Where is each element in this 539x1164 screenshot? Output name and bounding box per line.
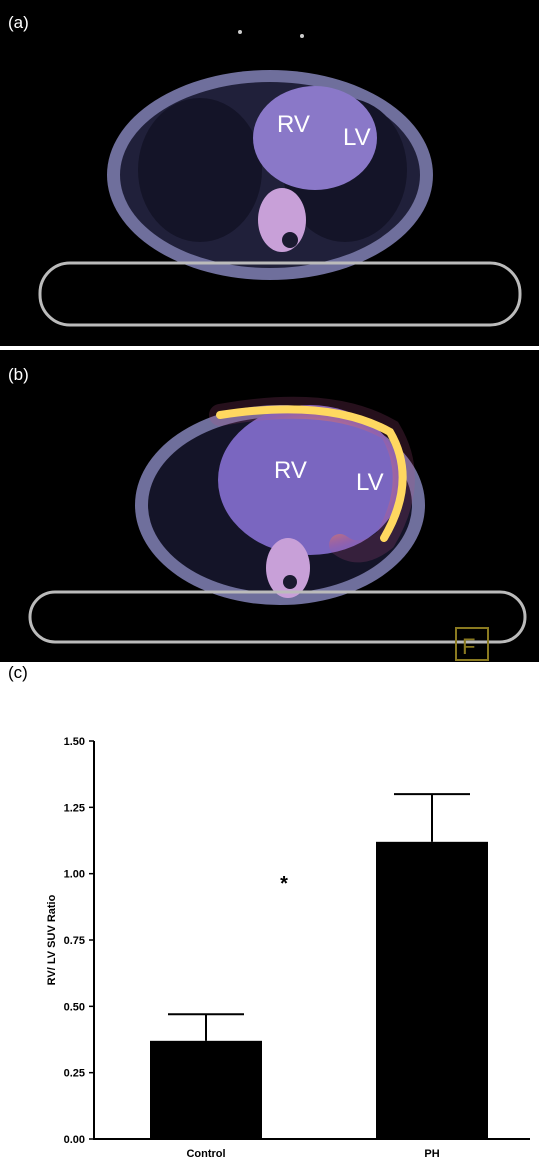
x-tick-label: Control — [186, 1148, 225, 1160]
y-tick-label: 0.75 — [64, 935, 85, 947]
y-tick-label: 0.50 — [64, 1001, 85, 1013]
annotation: LV — [356, 469, 384, 496]
bar — [376, 842, 488, 1139]
bar-chart: (c) RV/ LV SUV Ratio 0.00 0.25 0.50 0.75 1.0… — [8, 663, 530, 1160]
y-tick-label: 0.25 — [64, 1068, 85, 1080]
marker: F — [462, 634, 475, 659]
annotation: RV — [277, 111, 310, 138]
image-a: (a) RV LV — [0, 0, 539, 346]
bar — [150, 1041, 262, 1139]
panel-label: (c) — [8, 663, 28, 682]
y-tick-label: 1.25 — [64, 802, 85, 814]
page: (a) RV LV (b) RV LV F (c) RV/ LV SUV Rat… — [0, 0, 539, 1164]
figure: (a) RV LV (b) RV LV F (c) RV/ LV SUV Rat… — [0, 0, 539, 1164]
y-tick-label: 0.00 — [64, 1134, 85, 1146]
annotation: RV — [274, 457, 307, 484]
y-tick-label: 1.50 — [64, 736, 85, 748]
image-b: (b) RV LV F — [0, 350, 539, 662]
y-axis-label: RV/ LV SUV Ratio — [46, 894, 58, 985]
annotation: LV — [343, 124, 371, 151]
y-tick-label: 1.00 — [64, 869, 85, 881]
x-tick-label: PH — [424, 1148, 439, 1160]
image-label: (a) — [8, 13, 29, 32]
image-label: (b) — [8, 365, 29, 384]
significance-marker: * — [280, 873, 288, 895]
